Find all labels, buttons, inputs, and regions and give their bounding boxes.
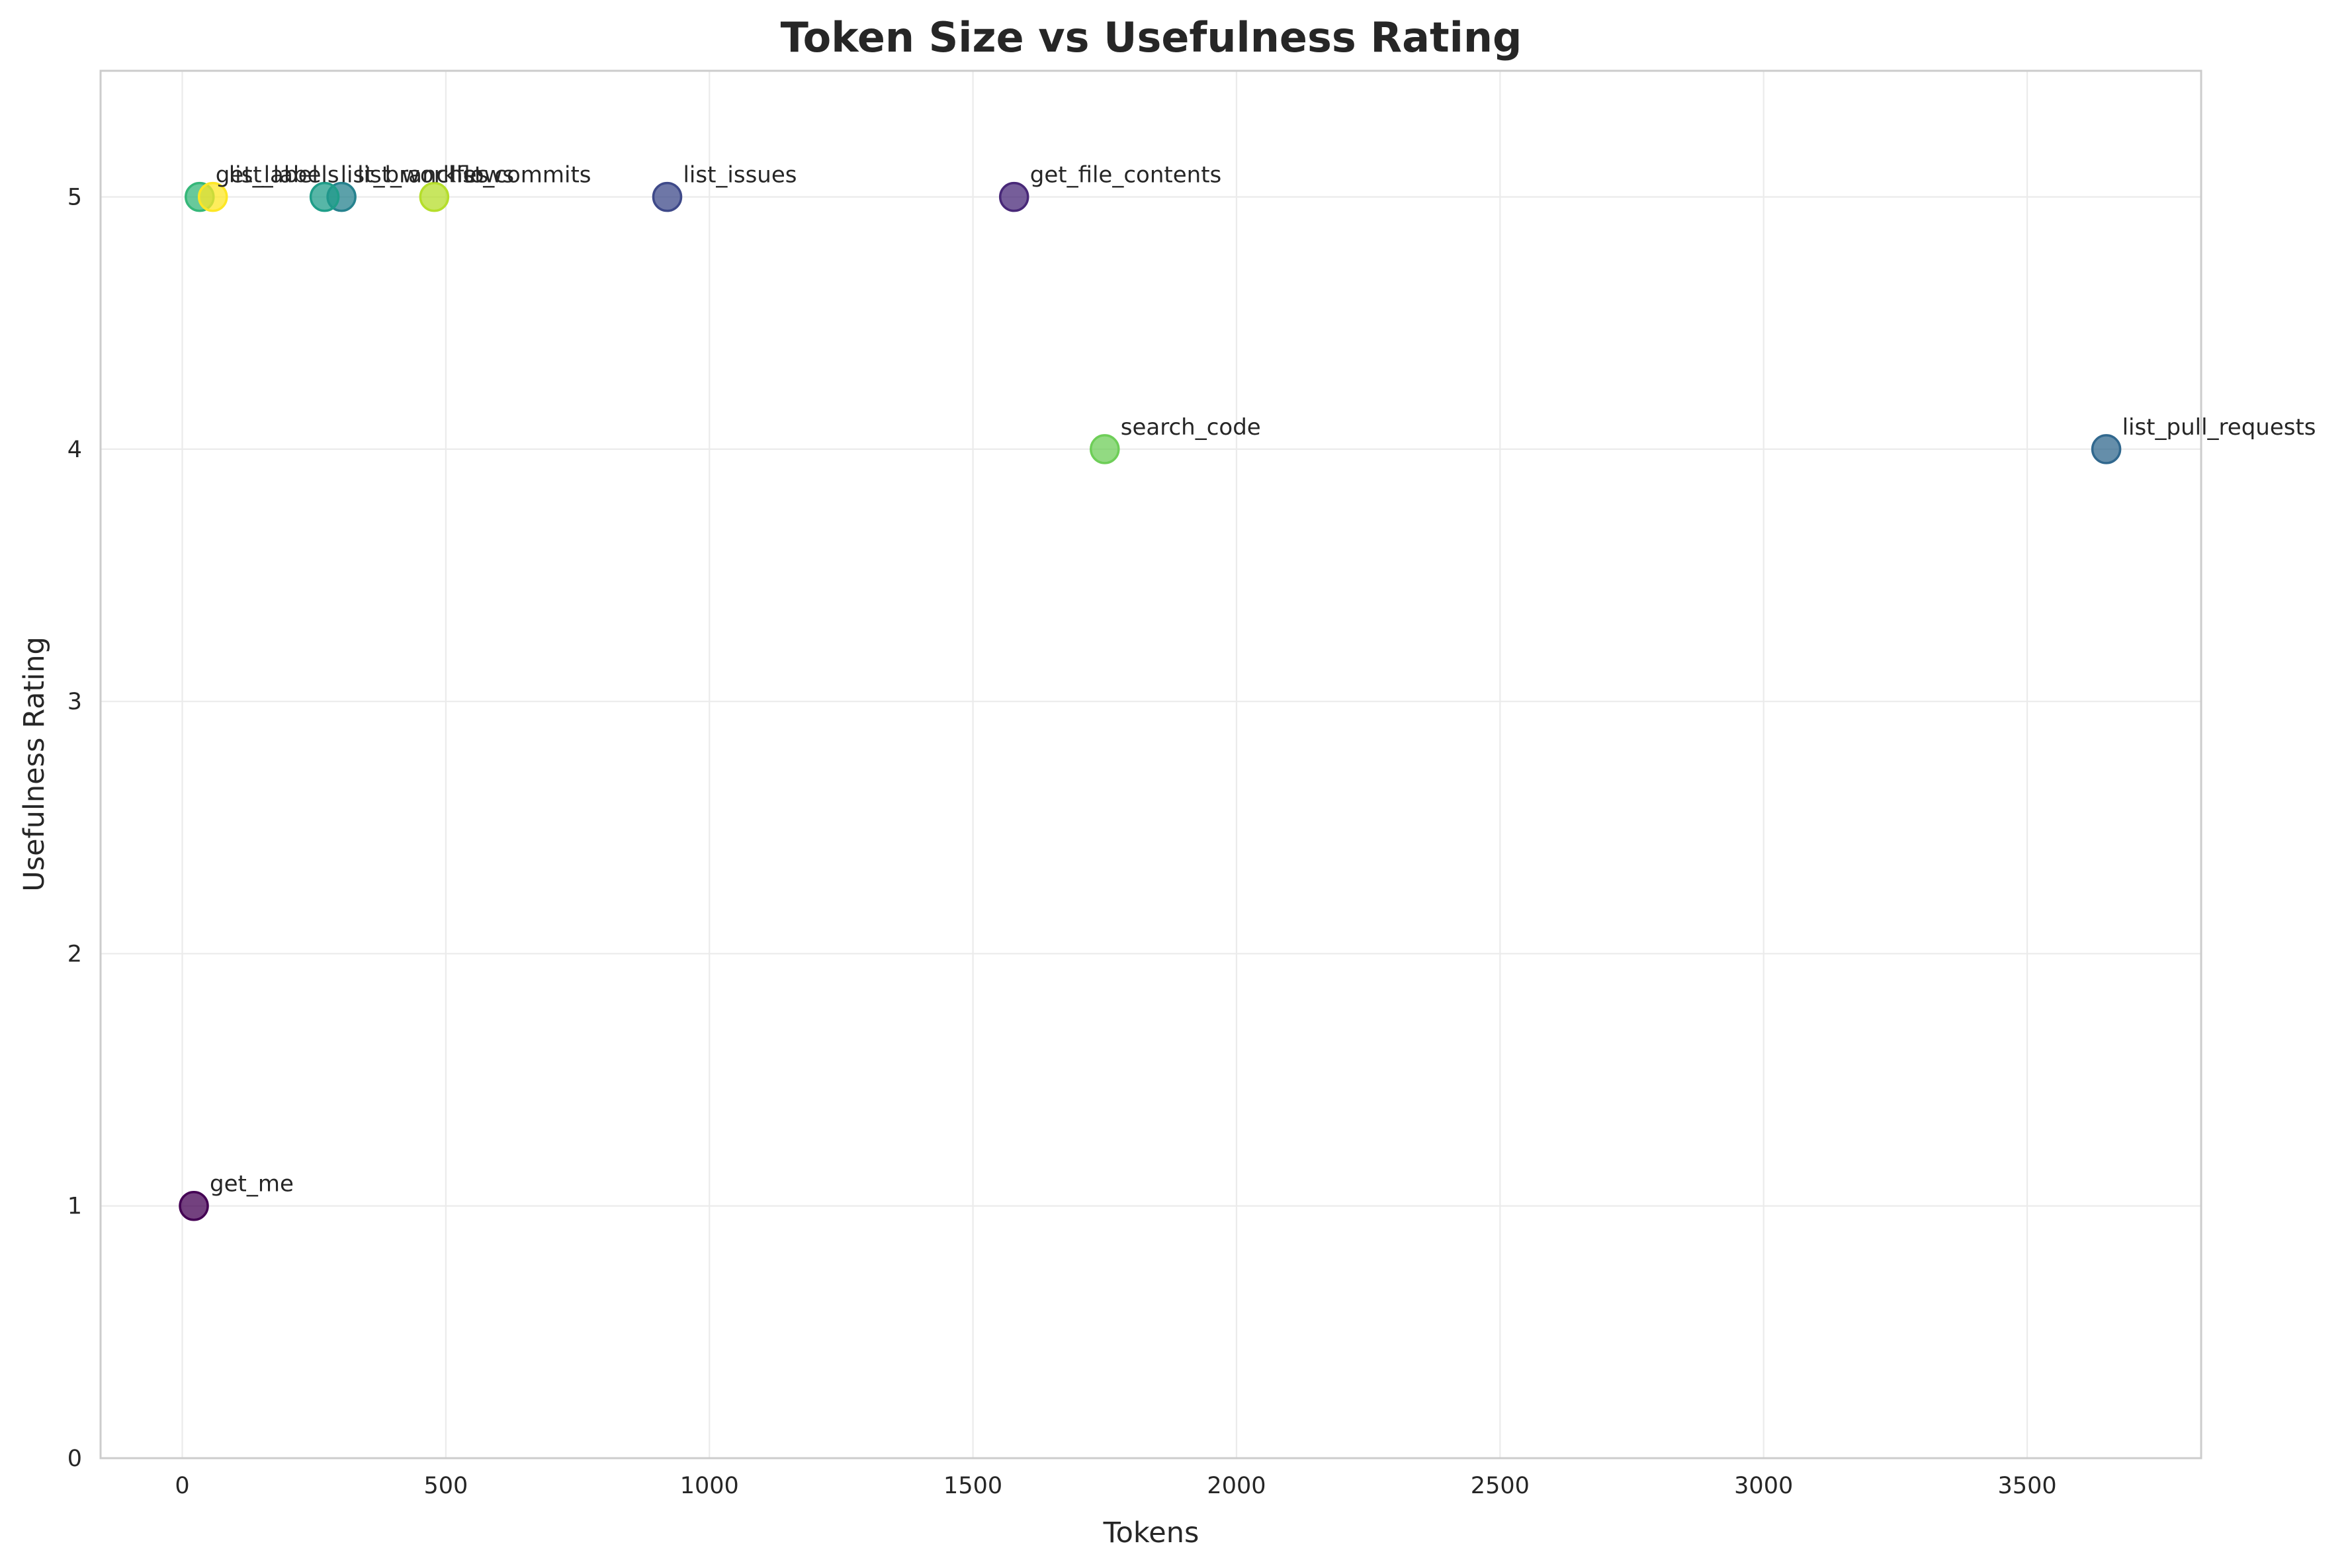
x-tick-label: 2500 <box>1471 1473 1530 1499</box>
x-axis-ticks: 0 500 1000 1500 2000 2500 3000 3500 <box>175 1473 2056 1499</box>
point-labels: get_me get_file_contents list_issues list_p… <box>210 162 2316 1198</box>
point-label: list_pull_requests <box>2122 414 2316 441</box>
y-axis-label: Usefulness Rating <box>18 636 51 892</box>
point-label: list_issues <box>683 162 797 189</box>
point-label: list_commits <box>450 162 591 189</box>
y-tick-label: 2 <box>67 941 82 967</box>
y-tick-label: 5 <box>67 185 82 211</box>
scatter-point <box>309 181 340 212</box>
grid-layer <box>101 71 2201 1459</box>
chart-title: Token Size vs Usefulness Rating <box>781 13 1522 62</box>
y-tick-label: 3 <box>67 689 82 715</box>
data-points <box>179 181 2122 1221</box>
point-label: get_me <box>210 1171 294 1198</box>
y-tick-label: 1 <box>67 1194 82 1220</box>
x-tick-label: 1000 <box>680 1473 739 1499</box>
scatter-point <box>179 1190 209 1221</box>
y-tick-label: 4 <box>67 437 82 463</box>
point-label: search_code <box>1121 414 1261 441</box>
point-label: list_labels <box>229 162 339 189</box>
y-axis-ticks: 0 1 2 3 4 5 <box>67 185 82 1472</box>
point-label: get_label <box>216 162 318 189</box>
x-tick-label: 3500 <box>1998 1473 2057 1499</box>
point-label: get_file_contents <box>1030 162 1222 189</box>
plot-frame <box>99 69 2202 1459</box>
scatter-point <box>998 181 1029 212</box>
scatter-point <box>2091 434 2122 464</box>
scatter-point <box>197 181 228 212</box>
scatter-point <box>652 181 683 212</box>
x-tick-label: 3000 <box>1734 1473 1793 1499</box>
x-tick-label: 2000 <box>1207 1473 1266 1499</box>
x-tick-label: 1500 <box>943 1473 1002 1499</box>
scatter-point <box>419 181 450 212</box>
point-label: list_workflows <box>357 162 514 189</box>
y-tick-label: 0 <box>67 1446 82 1472</box>
point-label: list_branches <box>341 162 489 189</box>
scatter-point <box>1090 434 1120 464</box>
x-tick-label: 500 <box>423 1473 468 1499</box>
x-tick-label: 0 <box>175 1473 189 1499</box>
x-axis-label: Tokens <box>1103 1516 1199 1549</box>
